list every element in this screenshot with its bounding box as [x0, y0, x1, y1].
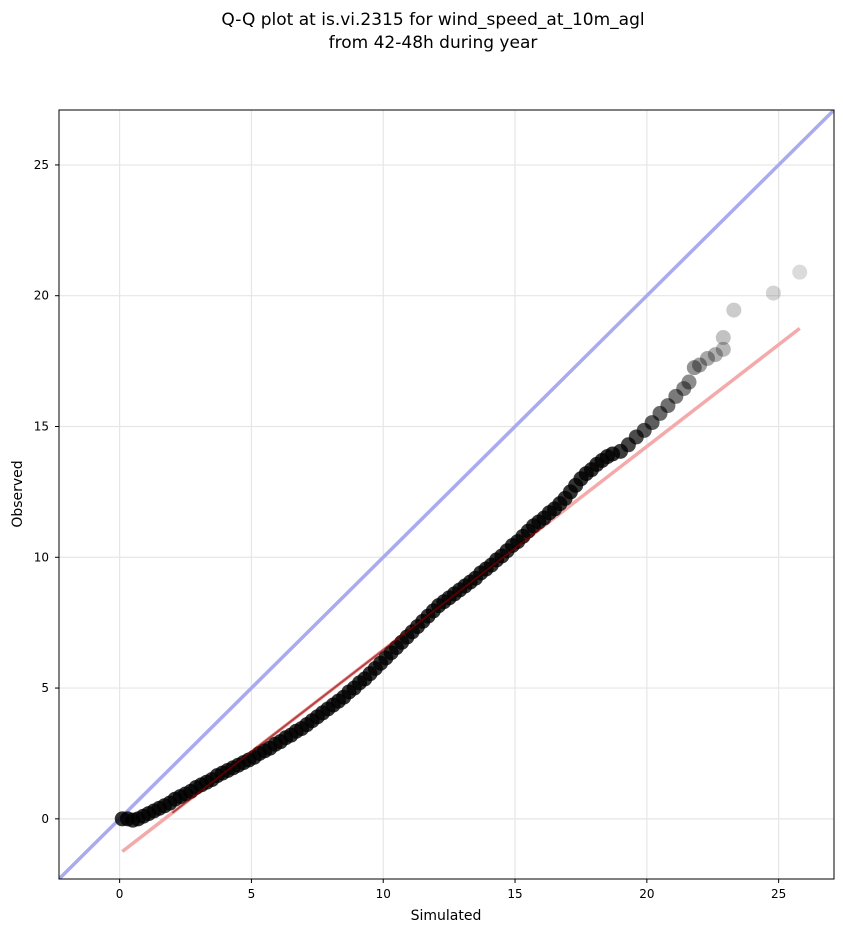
identity-line — [59, 110, 834, 879]
qq-point — [715, 330, 731, 346]
y-tick-label: 5 — [41, 681, 49, 695]
qq-point — [765, 285, 781, 301]
qq-point — [707, 347, 723, 363]
plot-area — [59, 110, 834, 879]
qq-point — [686, 360, 702, 376]
qq-point — [692, 357, 708, 373]
grid-lines — [59, 110, 834, 879]
qq-point — [715, 341, 731, 357]
x-tick-label: 15 — [507, 887, 522, 901]
fit-line-overlay — [171, 527, 543, 814]
y-tick-label: 20 — [34, 289, 49, 303]
y-tick-label: 0 — [41, 812, 49, 826]
qq-point — [792, 264, 808, 280]
y-tick-label: 10 — [34, 550, 49, 564]
x-axis-label: Simulated — [411, 908, 482, 924]
chart-title: Q-Q plot at is.vi.2315 for wind_speed_at… — [221, 10, 644, 30]
y-tick-label: 15 — [34, 419, 49, 433]
x-tick-label: 0 — [116, 887, 124, 901]
qq-point — [681, 374, 697, 390]
x-tick-label: 20 — [639, 887, 654, 901]
chart-subtitle: from 42-48h during year — [329, 33, 538, 53]
qq-point — [699, 350, 715, 366]
x-tick-label: 5 — [248, 887, 256, 901]
x-tick-label: 10 — [376, 887, 391, 901]
qq-point — [726, 302, 742, 318]
qq-point — [668, 388, 684, 404]
x-tick-label: 25 — [771, 887, 786, 901]
axis-ticks: 0 5 10 15 20 25 0 5 10 15 20 25 — [34, 158, 787, 901]
y-tick-label: 25 — [34, 158, 49, 172]
plot-frame — [58, 109, 835, 880]
qq-point — [676, 381, 692, 397]
y-axis-label: Observed — [10, 460, 26, 527]
